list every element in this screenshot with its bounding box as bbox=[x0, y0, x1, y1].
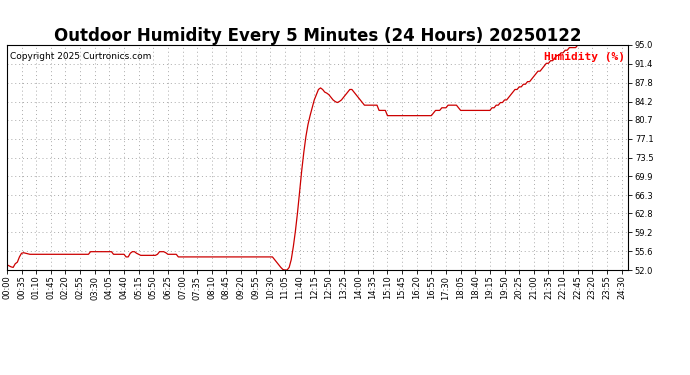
Text: Humidity (%): Humidity (%) bbox=[544, 52, 625, 62]
Title: Outdoor Humidity Every 5 Minutes (24 Hours) 20250122: Outdoor Humidity Every 5 Minutes (24 Hou… bbox=[54, 27, 581, 45]
Text: Copyright 2025 Curtronics.com: Copyright 2025 Curtronics.com bbox=[10, 52, 151, 61]
